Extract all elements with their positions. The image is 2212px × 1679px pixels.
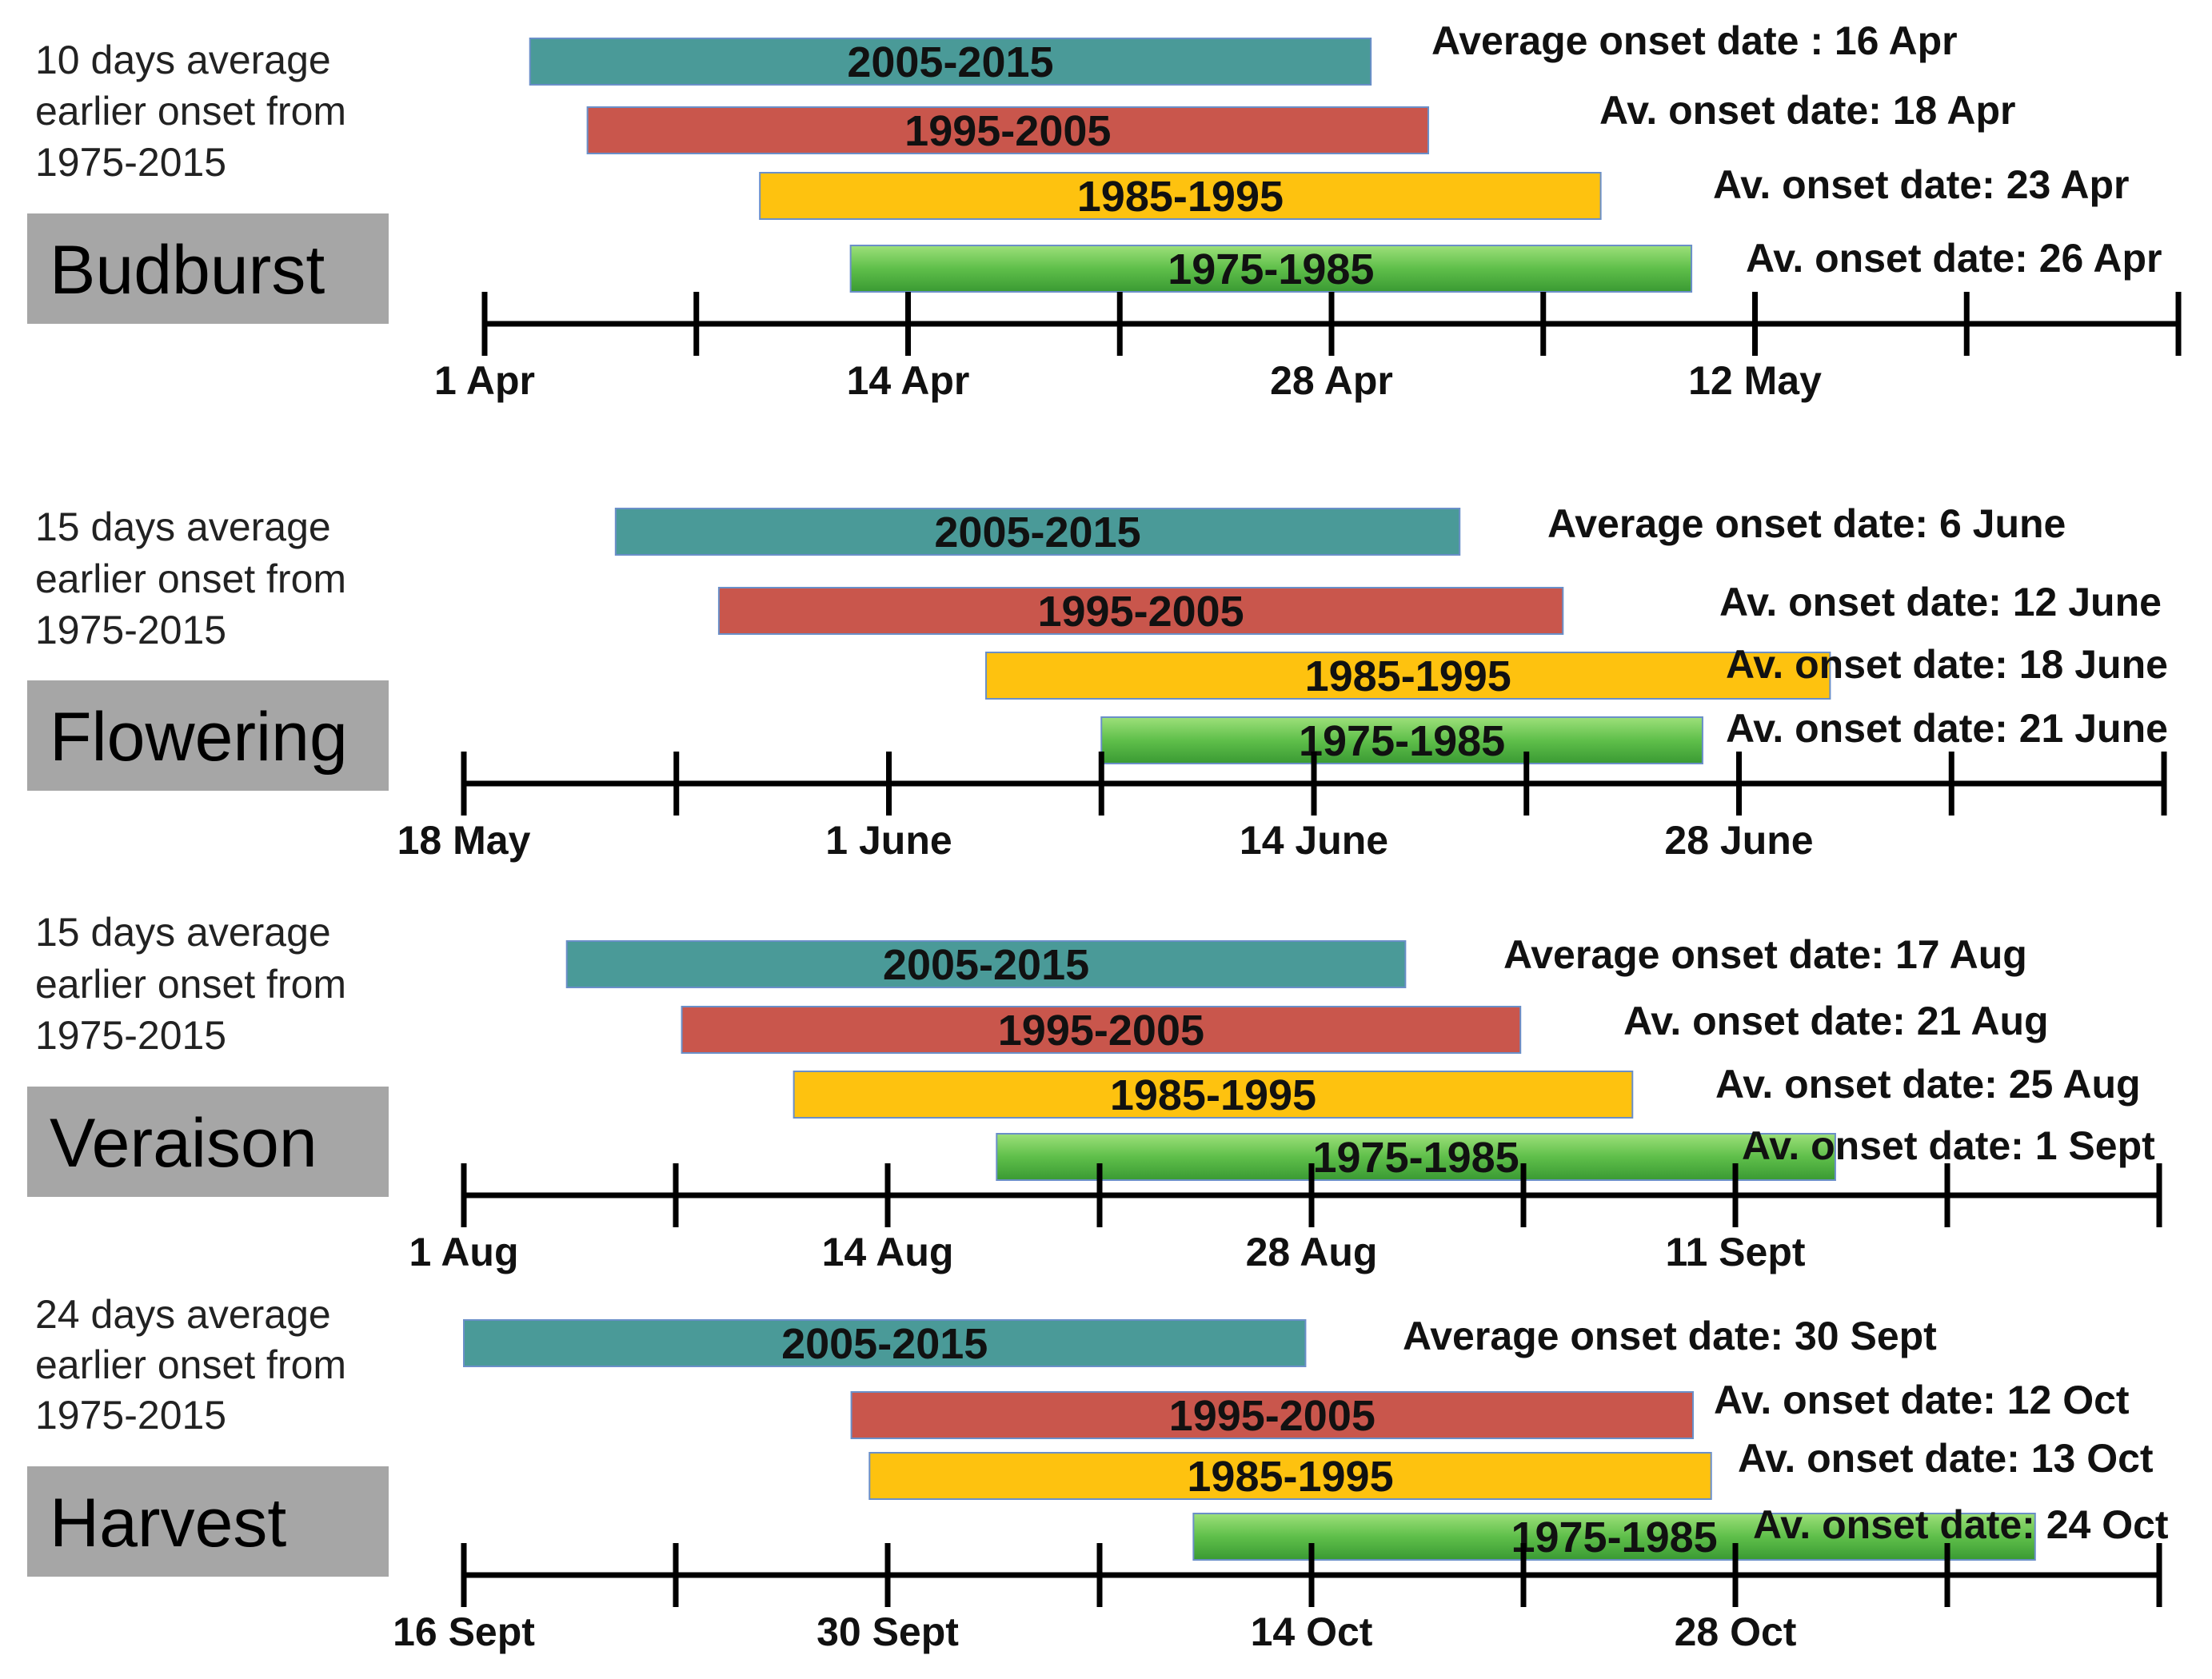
bar-label: 1975-1985 [1511,1513,1717,1561]
bar-label: 1975-1985 [1312,1134,1519,1182]
panel-harvest: 24 days average earlier onset from 1975-20… [27,1292,2169,1654]
onset-date-label: Av. onset date: 18 June [1726,642,2168,687]
bar-label: 2005-2015 [883,941,1089,989]
bar-1995-2005 [681,1006,1522,1054]
tick-label: 28 June [1664,818,1813,863]
onset-date-label: Av. onset date: 21 June [1726,706,2168,751]
tick-label: 16 Sept [393,1609,535,1654]
stage-label: Flowering [50,699,348,776]
stage-note-line: 10 days average [35,38,331,82]
bar-label: 1985-1995 [1110,1071,1316,1119]
tick-label: 1 Aug [409,1230,518,1274]
stage-label-box [27,213,389,324]
bar-label: 1995-2005 [1037,588,1244,636]
onset-date-label: Average onset date: 17 Aug [1503,932,2027,977]
bar-1985-1995 [868,1452,1712,1500]
onset-date-label: Av. onset date: 24 Oct [1753,1502,2169,1547]
bar-1985-1995 [759,172,1602,220]
bar-1975-1985 [1192,1513,2036,1561]
bar-1985-1995 [984,652,1831,700]
onset-date-label: Av. onset date: 23 Apr [1713,162,2129,207]
stage-note-line: 24 days average [35,1292,331,1337]
bar-label: 1975-1985 [1168,245,1374,293]
tick-label: 28 Apr [1270,358,1393,403]
stage-label-box [27,1087,389,1197]
bar-label: 1985-1995 [1305,652,1511,700]
tick-label: 12 May [1688,358,1822,403]
bar-label: 1985-1995 [1077,173,1284,221]
stage-note-line: 1975-2015 [35,608,226,652]
bar-1975-1985 [996,1133,1836,1181]
bar-2005-2015 [565,940,1407,988]
tick-label: 1 Apr [434,358,535,403]
tick-label: 14 Oct [1251,1609,1373,1654]
tick-label: 14 Apr [847,358,970,403]
stage-label-box [27,680,389,791]
stage-note-line: 15 days average [35,910,331,955]
bar-1995-2005 [586,106,1430,154]
bar-label: 1995-2005 [998,1007,1204,1055]
bar-label: 1985-1995 [1187,1453,1393,1501]
panel-budburst: 10 days average earlier onset from 1975-20… [27,18,2182,403]
stage-note-line: earlier onset from [35,962,346,1007]
bar-1995-2005 [850,1391,1694,1439]
bar-2005-2015 [529,38,1372,86]
stage-label: Budburst [50,232,325,309]
onset-date-label: Average onset date: 30 Sept [1403,1314,1937,1358]
tick-label: 28 Oct [1675,1609,1797,1654]
tick-label: 18 May [397,818,531,863]
bar-1975-1985 [1100,716,1703,764]
stage-note-line: earlier onset from [35,1342,346,1387]
panel-veraison: 15 days average earlier onset from 1975-20… [27,910,2162,1274]
tick-label: 28 Aug [1246,1230,1378,1274]
stage-note-line: 1975-2015 [35,1393,226,1438]
onset-date-label: Av. onset date: 13 Oct [1738,1436,2154,1481]
tick-label: 14 Aug [822,1230,954,1274]
onset-date-label: Av. onset date: 12 June [1719,580,2162,624]
panel-flowering: 15 days average earlier onset from 1975-20… [27,501,2168,863]
tick-label: 11 Sept [1665,1230,1805,1274]
stage-label-box [27,1466,389,1577]
tick-label: 1 June [825,818,952,863]
bar-1975-1985 [849,245,1693,293]
stage-note-line: 1975-2015 [35,1013,226,1058]
bar-label: 1995-2005 [904,107,1111,155]
stage-label: Harvest [50,1485,286,1561]
bar-1995-2005 [717,587,1564,635]
onset-date-label: Av. onset date: 26 Apr [1746,236,2162,281]
stage-label: Veraison [50,1105,317,1182]
onset-date-label: Av. onset date: 1 Sept [1742,1123,2155,1168]
onset-date-label: Av. onset date: 18 Apr [1599,88,2015,133]
bar-label: 1995-2005 [1169,1392,1376,1440]
stage-note-line: earlier onset from [35,556,346,601]
bar-label: 2005-2015 [781,1320,988,1368]
tick-label: 30 Sept [817,1609,959,1654]
bar-1985-1995 [793,1071,1634,1119]
bar-label: 2005-2015 [847,38,1053,86]
stage-note-line: earlier onset from [35,89,346,134]
bar-label: 1975-1985 [1299,717,1505,765]
tick-label: 14 June [1240,818,1388,863]
onset-date-label: Average onset date: 6 June [1547,501,2066,546]
stage-note-line: 15 days average [35,504,331,549]
onset-date-label: Av. onset date: 21 Aug [1623,999,2049,1043]
onset-date-label: Average onset date : 16 Apr [1431,18,1958,63]
bar-2005-2015 [463,1319,1307,1367]
onset-date-label: Av. onset date: 12 Oct [1714,1378,2130,1422]
bar-label: 2005-2015 [934,508,1140,556]
stage-note-line: 1975-2015 [35,140,226,185]
onset-date-label: Av. onset date: 25 Aug [1715,1062,2141,1107]
bar-2005-2015 [614,508,1461,556]
